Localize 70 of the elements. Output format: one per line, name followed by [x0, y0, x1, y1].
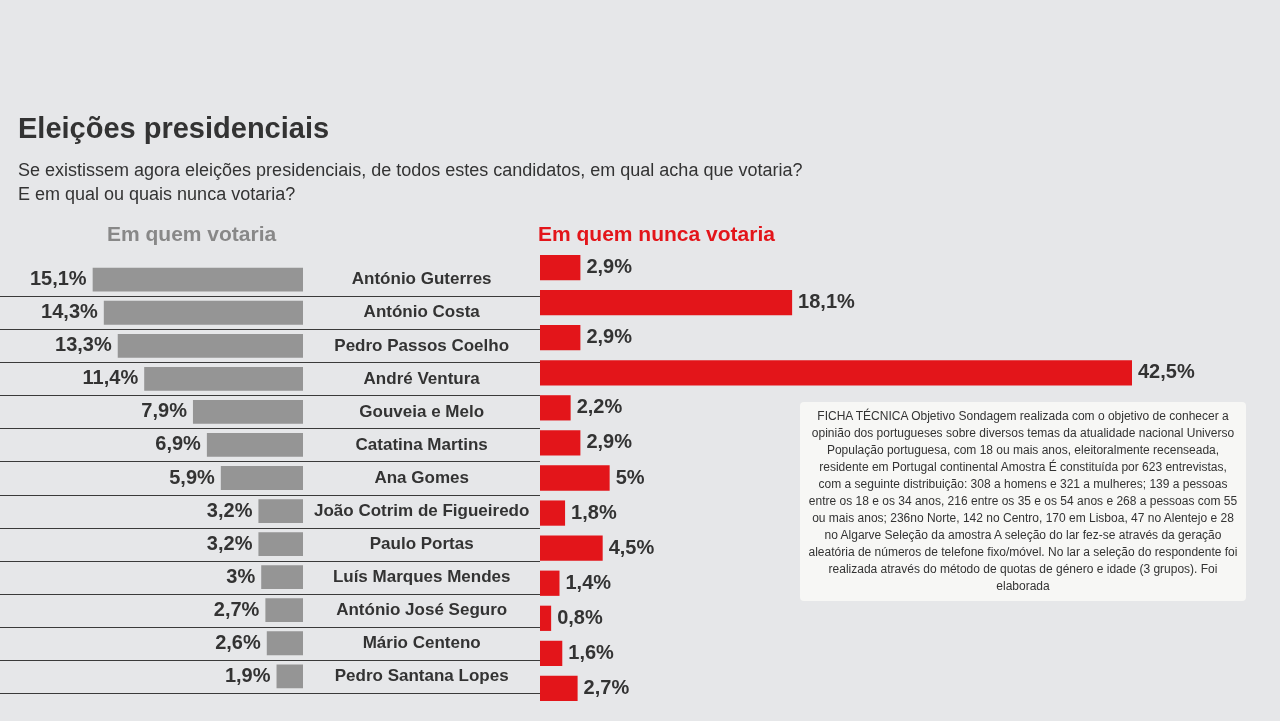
series-label: Em quem votaria [107, 222, 277, 246]
bar [540, 325, 581, 351]
y-tick-label: Gouveia e Melo [359, 401, 485, 421]
data-label: 1,9% [224, 663, 271, 686]
bar [117, 333, 303, 358]
data-label: 1,8% [571, 500, 617, 523]
data-label: 18,1% [798, 290, 856, 313]
data-label: 2,9% [586, 430, 633, 453]
bar [540, 675, 578, 702]
y-tick-label: Pedro Santana Lopes [334, 665, 509, 685]
data-label: 7,9% [141, 399, 188, 422]
bar [92, 267, 303, 292]
data-label: 11,4% [82, 366, 139, 389]
data-label: 2,2% [576, 395, 623, 418]
series-label: Em quem nunca votaria [538, 222, 775, 246]
bar [144, 366, 303, 391]
data-label: 42,5% [1138, 360, 1195, 383]
data-label: 4,5% [608, 535, 655, 558]
data-label: 1,6% [568, 640, 615, 663]
data-label: 14,3% [41, 300, 99, 323]
data-label: 6,9% [155, 432, 202, 455]
data-label: 5% [615, 465, 645, 488]
bar [540, 570, 560, 596]
bar [266, 631, 303, 656]
data-label: 2,9% [586, 325, 633, 348]
bar [540, 254, 581, 281]
data-label: 2,7% [213, 597, 260, 620]
bar [540, 465, 610, 491]
bar [276, 664, 303, 689]
y-tick-label: Luís Marques Mendes [332, 566, 511, 586]
y-tick-label: Pedro Passos Coelho [334, 335, 510, 355]
bar [540, 500, 566, 526]
y-tick-label: Paulo Portas [369, 533, 474, 553]
data-label: 15,1% [29, 267, 87, 290]
bar [540, 395, 571, 421]
y-tick-label: António Guterres [351, 269, 492, 289]
data-label: 2,6% [215, 630, 261, 653]
y-tick-label: Mário Centeno [362, 632, 481, 652]
data-label: 3,2% [206, 498, 253, 521]
bar [540, 360, 1132, 386]
data-label: 13,3% [55, 333, 112, 356]
text: FICHA TÉCNICA Objetivo Sondagem realizada com o objetivo de conhecer a opinião dos portugueses sobre diversos temas da atualidade nacional Universo População portuguesa, com 18 ou mais anos, eleitoralmente recenseada, residente em Portugal continental Amostra É constituída por 623 entrevistas, com a seguinte distribuição: 308 a homens e 321 a mulheres; 139 a pessoas entre os 18 e os 34 anos, 216 entre os 35 e os 54 anos e 268 a pessoas com 55 ou mais anos; 236no Norte, 142 no Centro, 170 em Lisboa, 47 no Alentejo e 28 no Algarve Seleção da amostra A seleção do lar fez-se através da geração aleatória de números de telefone fixo/móvel. No lar a seleção do respondente foi realizada através do método de quotas de género e idade (3 grupos). Foi elaborada [808, 409, 1238, 593]
bar [261, 565, 303, 590]
bar [540, 289, 793, 316]
bar [206, 433, 303, 457]
data-label: 1,4% [565, 570, 612, 593]
data-label: 0,8% [557, 605, 603, 628]
bar [540, 535, 603, 561]
data-label: 3,2% [206, 531, 253, 554]
bar [540, 430, 581, 456]
bar [220, 466, 303, 490]
bar [258, 499, 303, 523]
y-tick-label: João Cotrim de Figueiredo [314, 500, 530, 520]
bar [103, 300, 303, 325]
data-label: 2,9% [586, 255, 633, 278]
y-tick-label: Ana Gomes [374, 467, 469, 487]
y-tick-label: Catatina Martins [355, 434, 488, 454]
bar [192, 400, 303, 424]
y-tick-label: António Costa [363, 302, 481, 322]
data-label: 5,9% [169, 465, 216, 488]
bar [540, 605, 552, 631]
text: Se existissem agora eleições presidenciais, de todos estes candidatos, em qual acha que votaria? E em qual ou quais nunca votaria? [18, 159, 803, 206]
chart-title: Eleições presidenciais [18, 112, 330, 145]
y-tick-label: António José Seguro [336, 599, 508, 619]
bar [258, 532, 303, 556]
data-label: 3% [226, 564, 256, 587]
bar [265, 598, 303, 623]
y-tick-label: André Ventura [363, 368, 481, 388]
data-label: 2,7% [583, 675, 630, 698]
bar [540, 640, 563, 667]
